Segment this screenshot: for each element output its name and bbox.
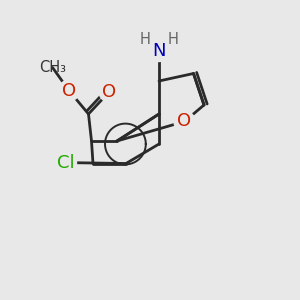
Text: O: O: [177, 112, 192, 130]
Circle shape: [56, 152, 76, 173]
Text: H: H: [168, 32, 179, 46]
Text: O: O: [102, 82, 117, 100]
Text: H: H: [139, 32, 150, 46]
Text: CH₃: CH₃: [39, 60, 66, 75]
Circle shape: [99, 81, 120, 102]
Text: Cl: Cl: [57, 154, 75, 172]
Text: N: N: [152, 42, 166, 60]
Text: O: O: [62, 82, 76, 100]
Circle shape: [174, 111, 195, 132]
Circle shape: [148, 40, 170, 61]
Circle shape: [58, 80, 80, 101]
